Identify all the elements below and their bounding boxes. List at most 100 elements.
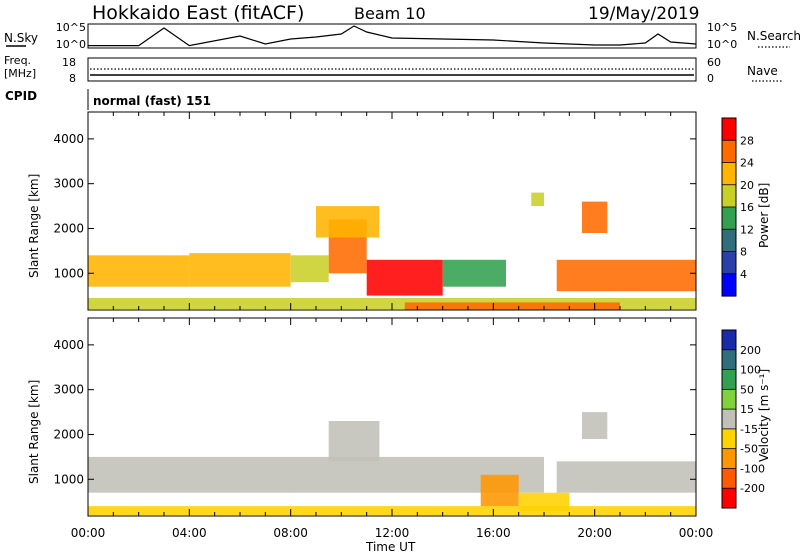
velocity-panel: 4000 3000 2000 1000 Slant Range [km] [27, 317, 697, 517]
power-swatch [722, 162, 736, 186]
velocity-swatch [722, 330, 736, 351]
power-swatch [722, 207, 736, 230]
xtick-label: 00:00 [679, 526, 714, 540]
velocity-ytick-label: 3000 [53, 383, 84, 397]
velocity-colorbar-label: -15 [740, 423, 758, 436]
nsky-frame [87, 23, 697, 49]
velocity-data-layer [88, 412, 696, 516]
velocity-colorbar-label: -100 [740, 462, 765, 475]
nave-tick-bottom: 0 [707, 72, 714, 85]
power-cell [442, 259, 506, 287]
power-swatch [722, 229, 736, 253]
nsky-line [88, 25, 697, 47]
freq-label-line1: Freq. [4, 54, 31, 67]
power-swatch [722, 273, 736, 297]
velocity-colorbar: 200 100 50 15 -15 -50 -100 -200 [721, 329, 765, 509]
power-colorbar: 28 24 20 16 12 8 4 [721, 117, 754, 297]
power-swatch [722, 140, 736, 164]
power-cell [582, 201, 608, 233]
velocity-y-ticks: 4000 3000 2000 1000 [53, 338, 696, 486]
power-colorbar-label: Power [dB] [757, 183, 771, 248]
velocity-ylabel: Slant Range [km] [27, 380, 41, 484]
velocity-swatch [722, 448, 736, 469]
power-panel: 4000 3000 2000 1000 Slant Range [km] [27, 111, 697, 311]
power-cell [189, 253, 291, 287]
power-cell [556, 259, 696, 292]
freq-tick-bottom: 8 [69, 72, 76, 85]
nsky-label: N.Sky [4, 31, 38, 45]
power-swatch [722, 118, 736, 141]
velocity-swatch [722, 369, 736, 390]
freq-panel: Freq. [MHz] 18 8 60 0 Nave [4, 54, 782, 85]
velocity-cell [480, 474, 519, 507]
power-cell [531, 192, 544, 206]
date-title: 19/May/2019 [588, 4, 700, 24]
power-colorbar-label: 4 [740, 268, 747, 281]
nsearch-label: N.Search [747, 29, 800, 43]
xtick-label: 00:00 [71, 526, 106, 540]
power-cell [88, 255, 190, 287]
power-data-layer [88, 192, 696, 310]
velocity-colorbar-frame [721, 329, 737, 509]
nsky-tick-top-right: 10^5 [707, 21, 737, 34]
power-colorbar-label: 24 [740, 157, 754, 170]
power-cell [404, 302, 620, 310]
power-cell [366, 259, 443, 296]
velocity-ytick-label: 2000 [53, 427, 84, 441]
xaxis-label: Time UT [365, 540, 416, 554]
power-colorbar-label: 12 [740, 223, 754, 236]
power-colorbar-label: 20 [740, 179, 754, 192]
power-swatch [722, 251, 736, 275]
velocity-colorbar-label: 15 [740, 403, 754, 416]
xtick-label: 12:00 [375, 526, 410, 540]
power-ylabel: Slant Range [km] [27, 174, 41, 278]
velocity-swatch [722, 428, 736, 450]
nsky-tick-bottom-right: 10^0 [707, 38, 737, 51]
velocity-swatch [722, 349, 736, 371]
power-ytick-label: 4000 [53, 132, 84, 146]
velocity-colorbar-label: 50 [740, 383, 754, 396]
xtick-label: 08:00 [273, 526, 308, 540]
velocity-cell [556, 461, 696, 493]
cpid-label: CPID [5, 89, 37, 103]
xtick-label: 16:00 [476, 526, 511, 540]
station-title: Hokkaido East (fitACF) [92, 2, 304, 24]
power-cell [290, 255, 329, 283]
power-ytick-label: 3000 [53, 177, 84, 191]
velocity-colorbar-label: -200 [740, 482, 765, 495]
velocity-swatch [722, 488, 736, 509]
x-tick-labels: 00:00 04:00 08:00 12:00 16:00 20:00 00:00 [71, 526, 714, 540]
velocity-swatch [722, 409, 736, 430]
velocity-x-ticks [87, 318, 697, 516]
nave-tick-top: 60 [707, 56, 721, 69]
power-swatch [722, 184, 736, 208]
power-ytick-label: 1000 [53, 266, 84, 280]
velocity-ytick-label: 4000 [53, 338, 84, 352]
power-ytick-label: 2000 [53, 221, 84, 235]
xtick-label: 20:00 [577, 526, 612, 540]
freq-tick-top: 18 [62, 56, 76, 69]
velocity-colorbar-label: -50 [740, 443, 758, 456]
power-colorbar-label: 8 [740, 246, 747, 259]
freq-frame [87, 57, 697, 82]
nsky-tick-bottom-left: 10^0 [56, 38, 86, 51]
cpid-panel: CPID normal (fast) 151 [5, 89, 211, 110]
power-colorbar-label: 28 [740, 134, 754, 147]
power-x-ticks [87, 112, 697, 310]
velocity-colorbar-label: 100 [740, 364, 761, 377]
velocity-swatch [722, 389, 736, 410]
nsky-tick-top-left: 10^5 [56, 21, 86, 34]
velocity-ytick-label: 1000 [53, 472, 84, 486]
freq-label-line2: [MHz] [4, 67, 36, 80]
xtick-label: 04:00 [172, 526, 207, 540]
velocity-cell [328, 421, 380, 462]
velocity-swatch [722, 468, 736, 489]
velocity-cell [582, 412, 608, 439]
cpid-mode: normal (fast) 151 [93, 94, 211, 108]
beam-title: Beam 10 [354, 4, 426, 23]
nsky-panel: N.Sky 10^5 10^0 10^5 10^0 N.Search [4, 21, 800, 51]
velocity-cell [88, 456, 544, 493]
power-colorbar-label: 16 [740, 201, 754, 214]
power-cell [316, 206, 380, 238]
